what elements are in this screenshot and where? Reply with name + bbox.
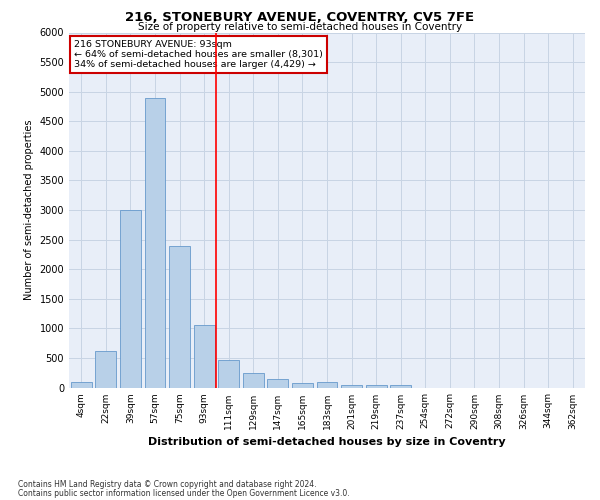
Text: 216 STONEBURY AVENUE: 93sqm
← 64% of semi-detached houses are smaller (8,301)
34: 216 STONEBURY AVENUE: 93sqm ← 64% of sem… — [74, 40, 323, 70]
Bar — [95, 351, 116, 388]
Bar — [71, 382, 92, 388]
Bar — [243, 374, 264, 388]
Bar — [390, 384, 411, 388]
Y-axis label: Number of semi-detached properties: Number of semi-detached properties — [24, 120, 34, 300]
Bar — [194, 326, 215, 388]
Bar — [145, 98, 166, 388]
Bar — [268, 378, 289, 388]
X-axis label: Distribution of semi-detached houses by size in Coventry: Distribution of semi-detached houses by … — [148, 437, 506, 447]
Text: 216, STONEBURY AVENUE, COVENTRY, CV5 7FE: 216, STONEBURY AVENUE, COVENTRY, CV5 7FE — [125, 11, 475, 24]
Bar — [169, 246, 190, 388]
Bar — [341, 384, 362, 388]
Text: Contains public sector information licensed under the Open Government Licence v3: Contains public sector information licen… — [18, 488, 350, 498]
Bar — [365, 385, 386, 388]
Text: Contains HM Land Registry data © Crown copyright and database right 2024.: Contains HM Land Registry data © Crown c… — [18, 480, 317, 489]
Bar — [218, 360, 239, 388]
Bar — [317, 382, 337, 388]
Bar — [120, 210, 141, 388]
Bar — [292, 383, 313, 388]
Text: Size of property relative to semi-detached houses in Coventry: Size of property relative to semi-detach… — [138, 22, 462, 32]
